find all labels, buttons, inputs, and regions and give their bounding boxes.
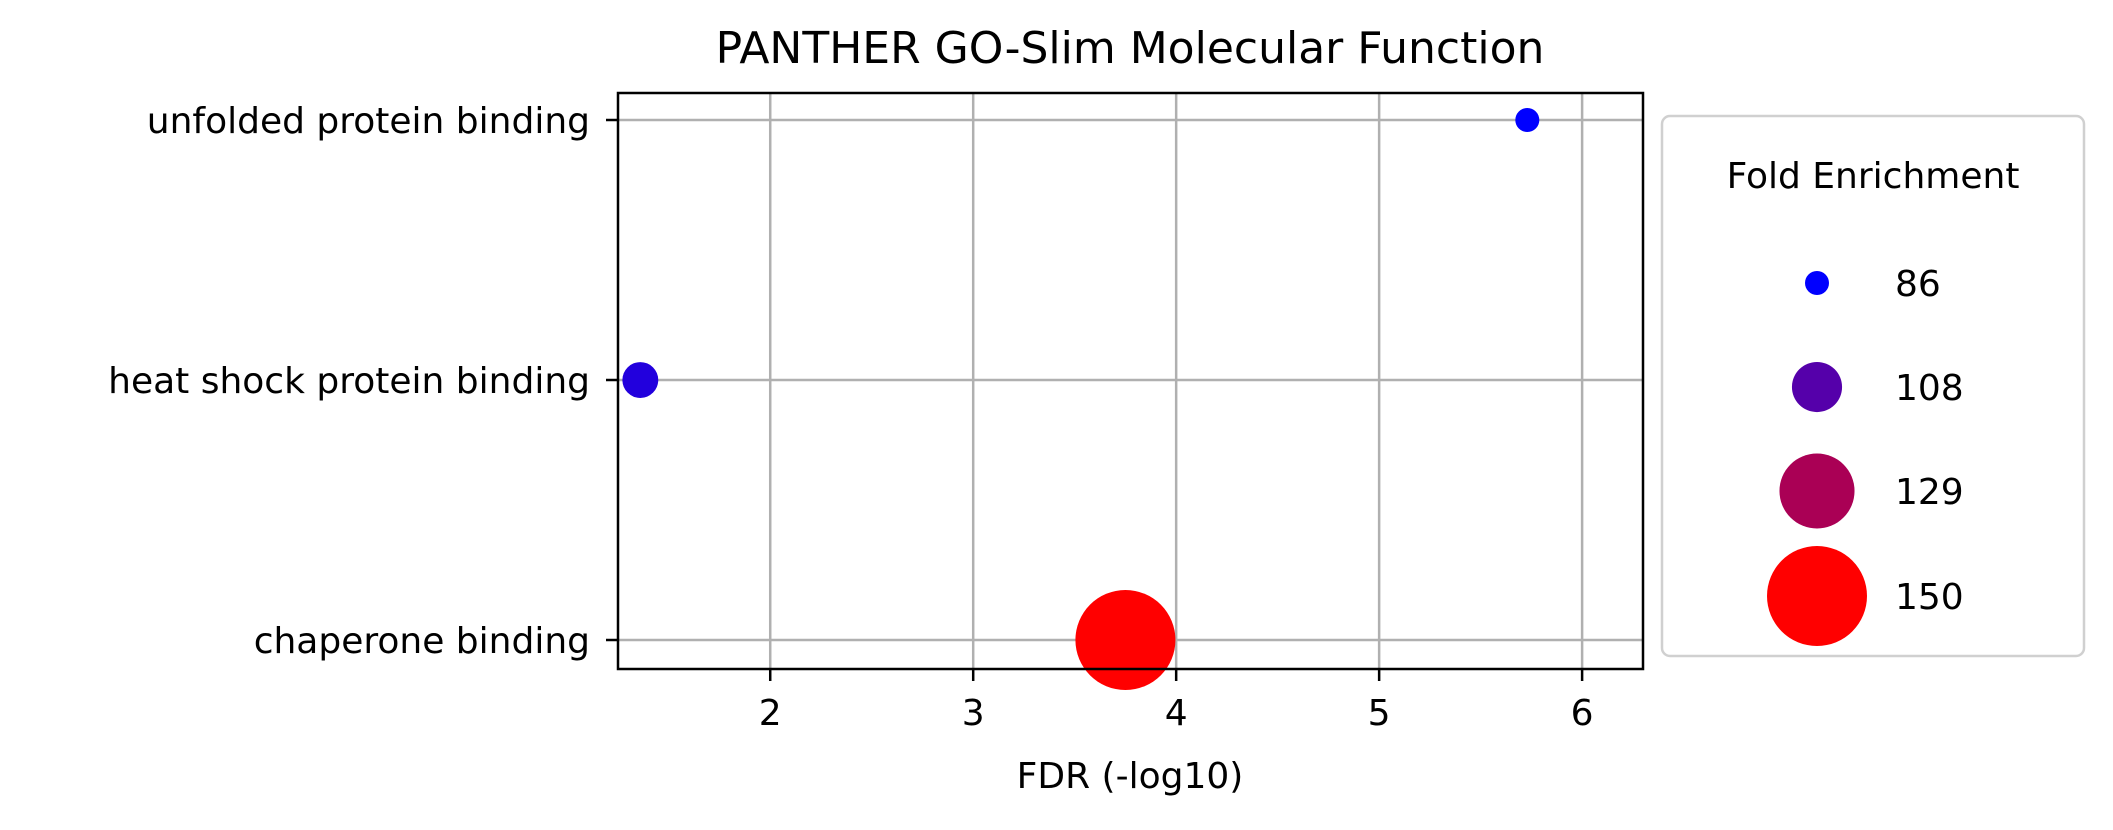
- legend-label: 150: [1895, 577, 1964, 618]
- legend-marker: [1779, 453, 1855, 529]
- data-point: [622, 362, 659, 398]
- legend-marker: [1805, 271, 1829, 295]
- data-point: [1515, 108, 1540, 132]
- x-tick-label: 3: [962, 693, 985, 734]
- y-tick-label: unfolded protein binding: [147, 101, 590, 142]
- legend-label: 129: [1895, 472, 1964, 513]
- x-tick-label: 4: [1165, 693, 1188, 734]
- legend-marker: [1791, 361, 1843, 413]
- x-axis-label: FDR (-log10): [1017, 756, 1244, 797]
- x-tick-label: 2: [759, 693, 782, 734]
- data-point: [1075, 590, 1176, 690]
- legend-label: 108: [1895, 368, 1964, 409]
- y-tick-label: chaperone binding: [254, 621, 590, 662]
- x-tick-label: 6: [1571, 693, 1594, 734]
- legend-title: Fold Enrichment: [1727, 156, 2020, 197]
- legend-box: [1660, 114, 2086, 658]
- chart-title: PANTHER GO-Slim Molecular Function: [716, 23, 1545, 74]
- legend-label: 86: [1895, 264, 1941, 305]
- x-tick-label: 5: [1368, 693, 1391, 734]
- y-tick-label: heat shock protein binding: [108, 361, 590, 402]
- legend: Fold Enrichment 86 108 129 150: [1660, 114, 2086, 658]
- legend-marker: [1767, 546, 1867, 646]
